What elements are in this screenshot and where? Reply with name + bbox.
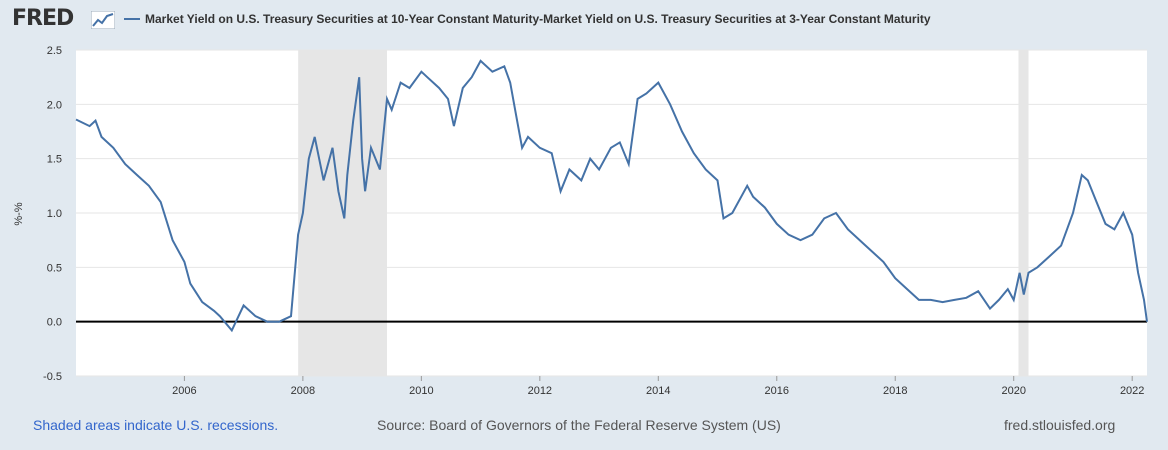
site-link[interactable]: fred.stlouisfed.org	[1004, 417, 1116, 433]
x-tick-label: 2014	[646, 385, 670, 397]
x-tick-label: 2016	[765, 385, 789, 397]
line-chart: -0.50.00.51.01.52.02.5 2006 2008 2010 2012 2…	[13, 45, 1148, 397]
y-tick-label: 0.0	[47, 317, 62, 329]
source-note: Source: Board of Governors of the Federa…	[377, 417, 781, 433]
x-tick-label: 2012	[528, 385, 552, 397]
x-tick-label: 2018	[883, 385, 907, 397]
x-tick-label: 2020	[1001, 385, 1025, 397]
series-line	[75, 59, 1148, 333]
y-axis-ticks: -0.5 0.0 0.5 1.0 1.5 2.0 2.5	[43, 45, 62, 383]
x-tick-label: 2022	[1120, 385, 1144, 397]
chart-title: Market Yield on U.S. Treasury Securities…	[145, 12, 931, 26]
recession-note[interactable]: Shaded areas indicate U.S. recessions.	[33, 417, 279, 433]
x-tick-label: 2006	[172, 385, 196, 397]
y-tick-label: 2.5	[47, 45, 62, 57]
chart-line-icon	[91, 11, 115, 29]
x-tick-label: 2008	[291, 385, 315, 397]
y-tick-label: -0.5	[43, 371, 62, 383]
fred-logo[interactable]: FRED	[12, 6, 74, 31]
y-axis-label: %-%	[13, 202, 25, 225]
x-axis-ticks: 2006 2008 2010 2012 2014 2016 2018 2020 2022	[172, 376, 1144, 397]
y-tick-label: 1.0	[47, 208, 62, 220]
y-tick-label: 2.0	[47, 99, 62, 111]
legend-series-swatch	[124, 18, 140, 20]
y-tick-label: 0.5	[47, 262, 62, 274]
chart-header: FRED Market Yield on U.S. Treasury Secur…	[0, 0, 1168, 40]
y-tick-label: 1.5	[47, 154, 62, 166]
x-tick-label: 2010	[409, 385, 433, 397]
